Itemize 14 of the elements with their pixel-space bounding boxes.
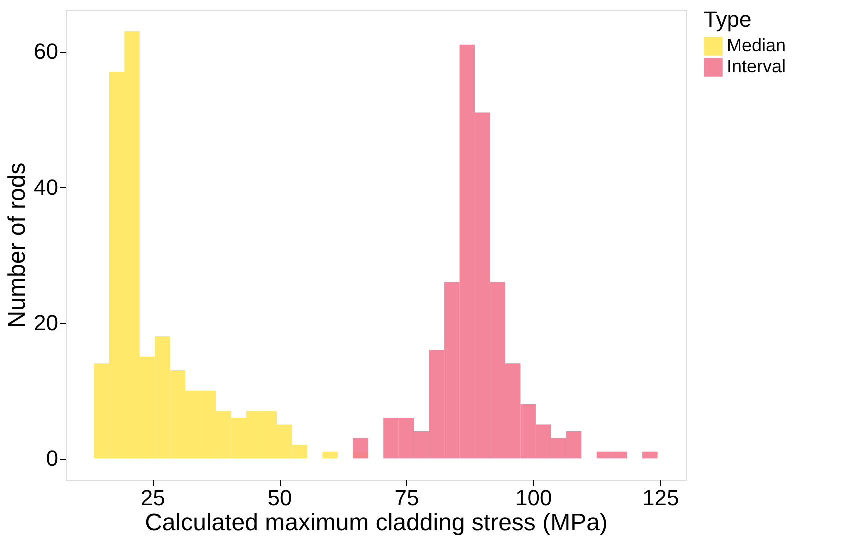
x-tick-label: 50 [268,486,292,510]
x-tick-label: 25 [140,486,166,510]
x-tick-label: 125 [642,486,680,510]
y-axis-title: Number of rods [4,162,32,328]
legend-title: Type [704,7,752,32]
x-axis-title: Calculated maximum cladding stress (MPa) [145,510,608,536]
legend-label: Interval [727,56,786,76]
y-tick-label: 60 [34,39,58,64]
y-tick-label: 40 [34,174,58,200]
x-tick-label: 75 [394,486,420,510]
y-tick-label: 0 [46,446,58,472]
legend-label: Median [727,36,786,56]
x-tick-label: 100 [516,486,552,510]
y-tick-label: 20 [34,310,58,336]
